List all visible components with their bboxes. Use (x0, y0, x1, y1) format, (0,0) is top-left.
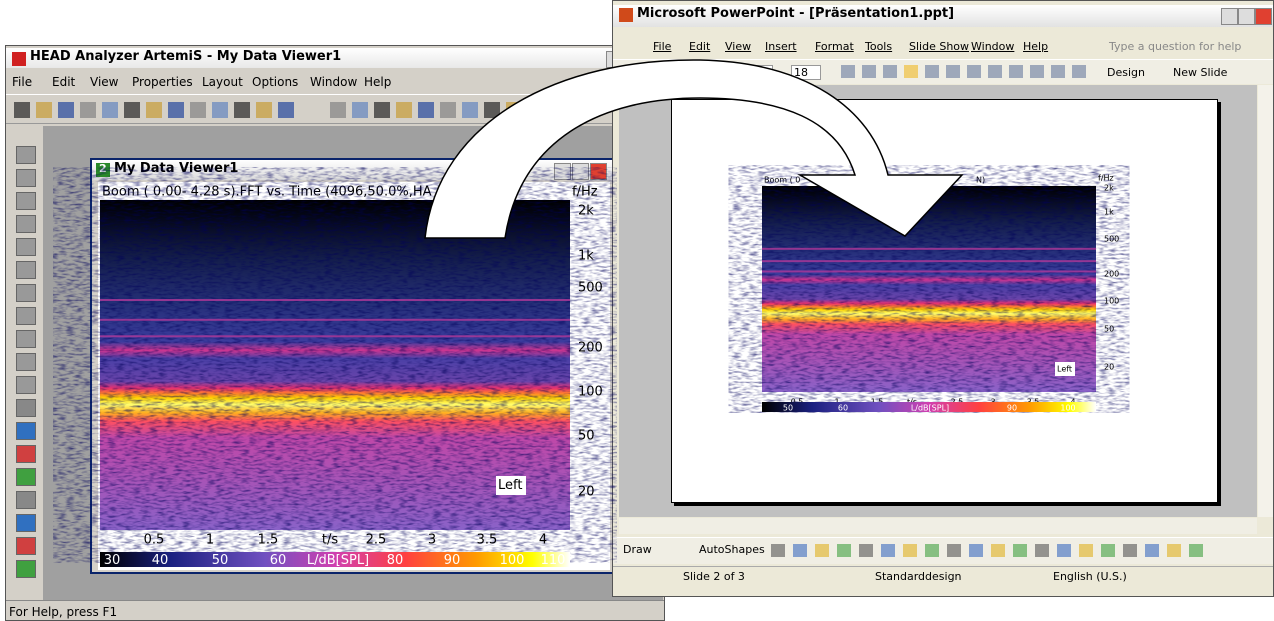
y-tick-label: 20 (578, 485, 595, 500)
harmonic-line (100, 299, 570, 301)
x-tick-label: 4 (539, 533, 547, 548)
y-tick-label: 500 (578, 281, 603, 296)
y-tick-label: 100 (1104, 297, 1119, 306)
x-tick-label: 2.5 (366, 533, 387, 548)
y-tick-label: 50 (1104, 325, 1114, 334)
colorbar-label: 100 (500, 553, 525, 568)
colorbar-label: 50 (212, 553, 229, 568)
page: HEAD Analyzer ArtemiS - My Data Viewer1F… (0, 0, 1274, 621)
x-tick-label: t/s (322, 533, 338, 548)
x-tick-label: 1.5 (258, 533, 279, 548)
y-tick-label: 200 (578, 341, 603, 356)
spectrogram-noise (762, 186, 1096, 392)
harmonic-line (100, 319, 570, 321)
channel-label: Left (1057, 365, 1072, 374)
x-tick-label: 0.5 (144, 533, 165, 548)
y-tick-label: 100 (578, 385, 603, 400)
y-tick-label: 200 (1104, 270, 1119, 279)
harmonic-line (762, 260, 1096, 262)
y-tick-label: 500 (1104, 235, 1119, 244)
y-tick-label: 2k (1104, 184, 1114, 193)
arrow (425, 60, 962, 238)
y-unit: f/Hz (572, 185, 598, 200)
channel-label: Left (498, 478, 522, 493)
colorbar-label: L/dB[SPL] (307, 553, 369, 568)
colorbar-label: 50 (783, 404, 793, 413)
colorbar-label: 100 (1060, 404, 1075, 413)
harmonic-line (762, 248, 1096, 250)
y-unit: f/Hz (1098, 174, 1114, 183)
plot-header: Boom ( 0.00- 4.28 s).FFT vs. Time (4096,… (102, 185, 432, 200)
harmonic-line (762, 270, 1096, 272)
harmonic-line (100, 335, 570, 337)
y-tick-label: 20 (1104, 363, 1114, 372)
colorbar-label: 110 (541, 553, 566, 568)
colorbar-label: 40 (152, 553, 169, 568)
y-tick-label: 50 (578, 429, 595, 444)
colorbar-label: 90 (1007, 404, 1017, 413)
slide-header: Boom ( 0 (764, 176, 800, 185)
graphics: Boom ( 0.00- 4.28 s).FFT vs. Time (4096,… (0, 0, 1274, 621)
colorbar-label: 60 (838, 404, 848, 413)
y-tick-label: 1k (578, 249, 594, 264)
colorbar-label: 90 (444, 553, 461, 568)
colorbar-label: 60 (270, 553, 287, 568)
x-tick-label: 1 (206, 533, 214, 548)
slide-header: N) (976, 176, 985, 185)
colorbar-label: L/dB[SPL] (911, 404, 949, 413)
x-tick-label: 3 (428, 533, 436, 548)
colorbar-label: 80 (387, 553, 404, 568)
x-tick-label: 3.5 (477, 533, 498, 548)
y-tick-label: 2k (578, 204, 594, 219)
y-tick-label: 1k (1104, 208, 1114, 217)
colorbar-label: 30 (104, 553, 121, 568)
